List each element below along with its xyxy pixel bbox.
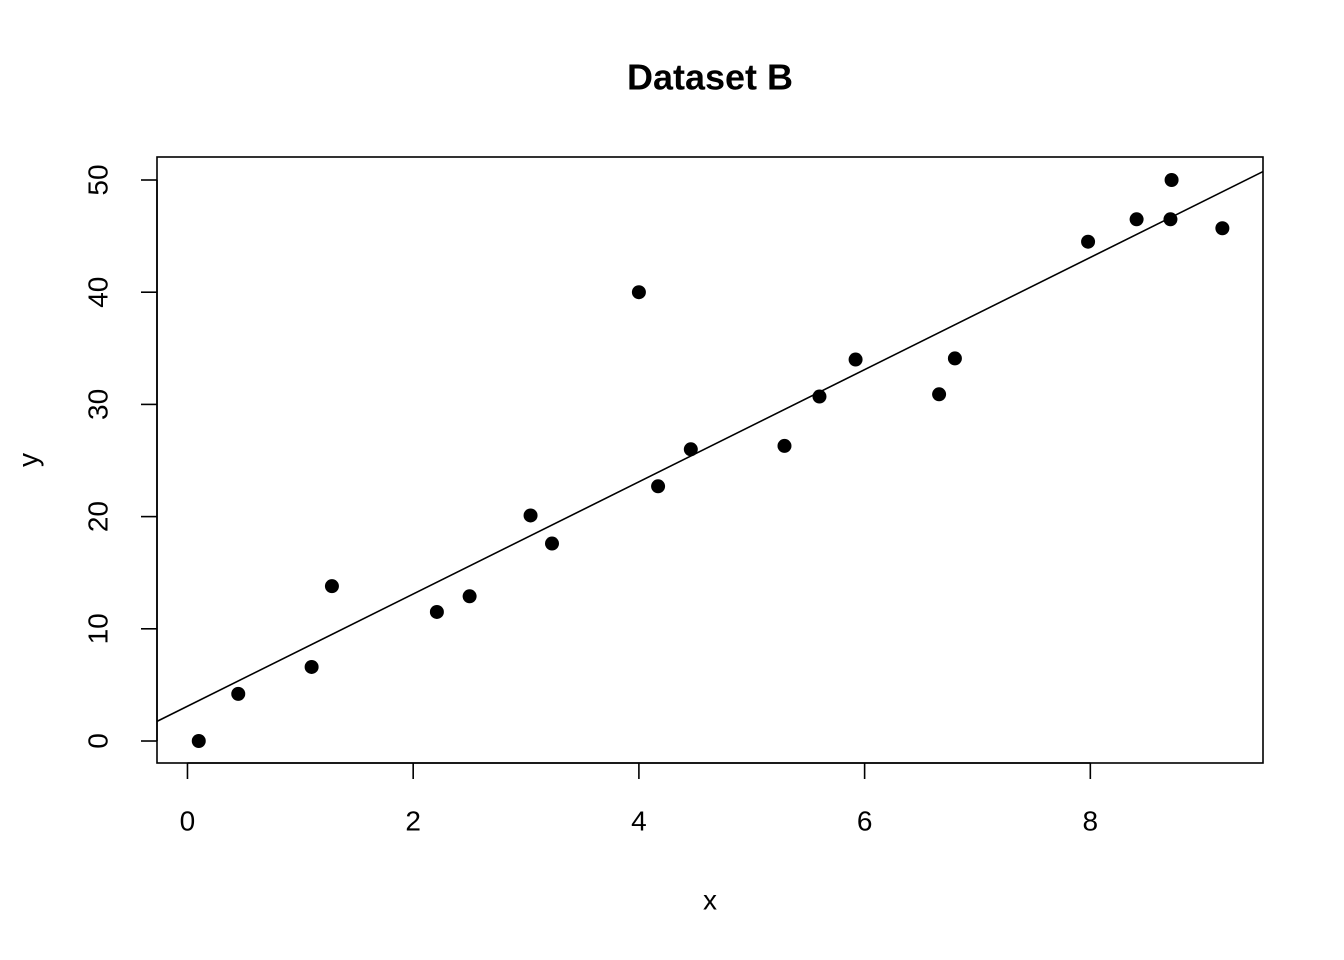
- x-tick-label: 6: [857, 805, 873, 836]
- point: [1215, 221, 1230, 236]
- point: [932, 387, 947, 402]
- point: [848, 352, 863, 367]
- y-tick-label: 10: [82, 613, 113, 644]
- point: [777, 438, 792, 453]
- point: [462, 589, 477, 604]
- point: [523, 508, 538, 523]
- y-tick-label: 20: [82, 501, 113, 532]
- y-tick-label: 30: [82, 389, 113, 420]
- point: [1163, 212, 1178, 227]
- x-tick-label: 8: [1083, 805, 1099, 836]
- y-axis-label: y: [12, 453, 43, 467]
- point: [324, 579, 339, 594]
- x-tick-label: 0: [180, 805, 196, 836]
- point: [947, 351, 962, 366]
- point: [631, 285, 646, 300]
- y-tick-label: 0: [82, 733, 113, 749]
- point: [304, 659, 319, 674]
- x-tick-label: 2: [405, 805, 421, 836]
- point: [429, 604, 444, 619]
- point: [651, 479, 666, 494]
- regression-line: [156, 170, 1264, 723]
- point: [683, 442, 698, 457]
- chart-title: Dataset B: [627, 57, 793, 98]
- point: [1164, 173, 1179, 188]
- point: [1081, 234, 1096, 249]
- point: [231, 686, 246, 701]
- plot-frame: [156, 156, 1264, 764]
- x-axis-label: x: [703, 884, 717, 915]
- y-tick-label: 50: [82, 164, 113, 195]
- point: [812, 389, 827, 404]
- point: [191, 734, 206, 749]
- point: [545, 536, 559, 551]
- y-tick-label: 40: [82, 277, 113, 308]
- point: [1129, 212, 1144, 227]
- x-tick-label: 4: [631, 805, 647, 836]
